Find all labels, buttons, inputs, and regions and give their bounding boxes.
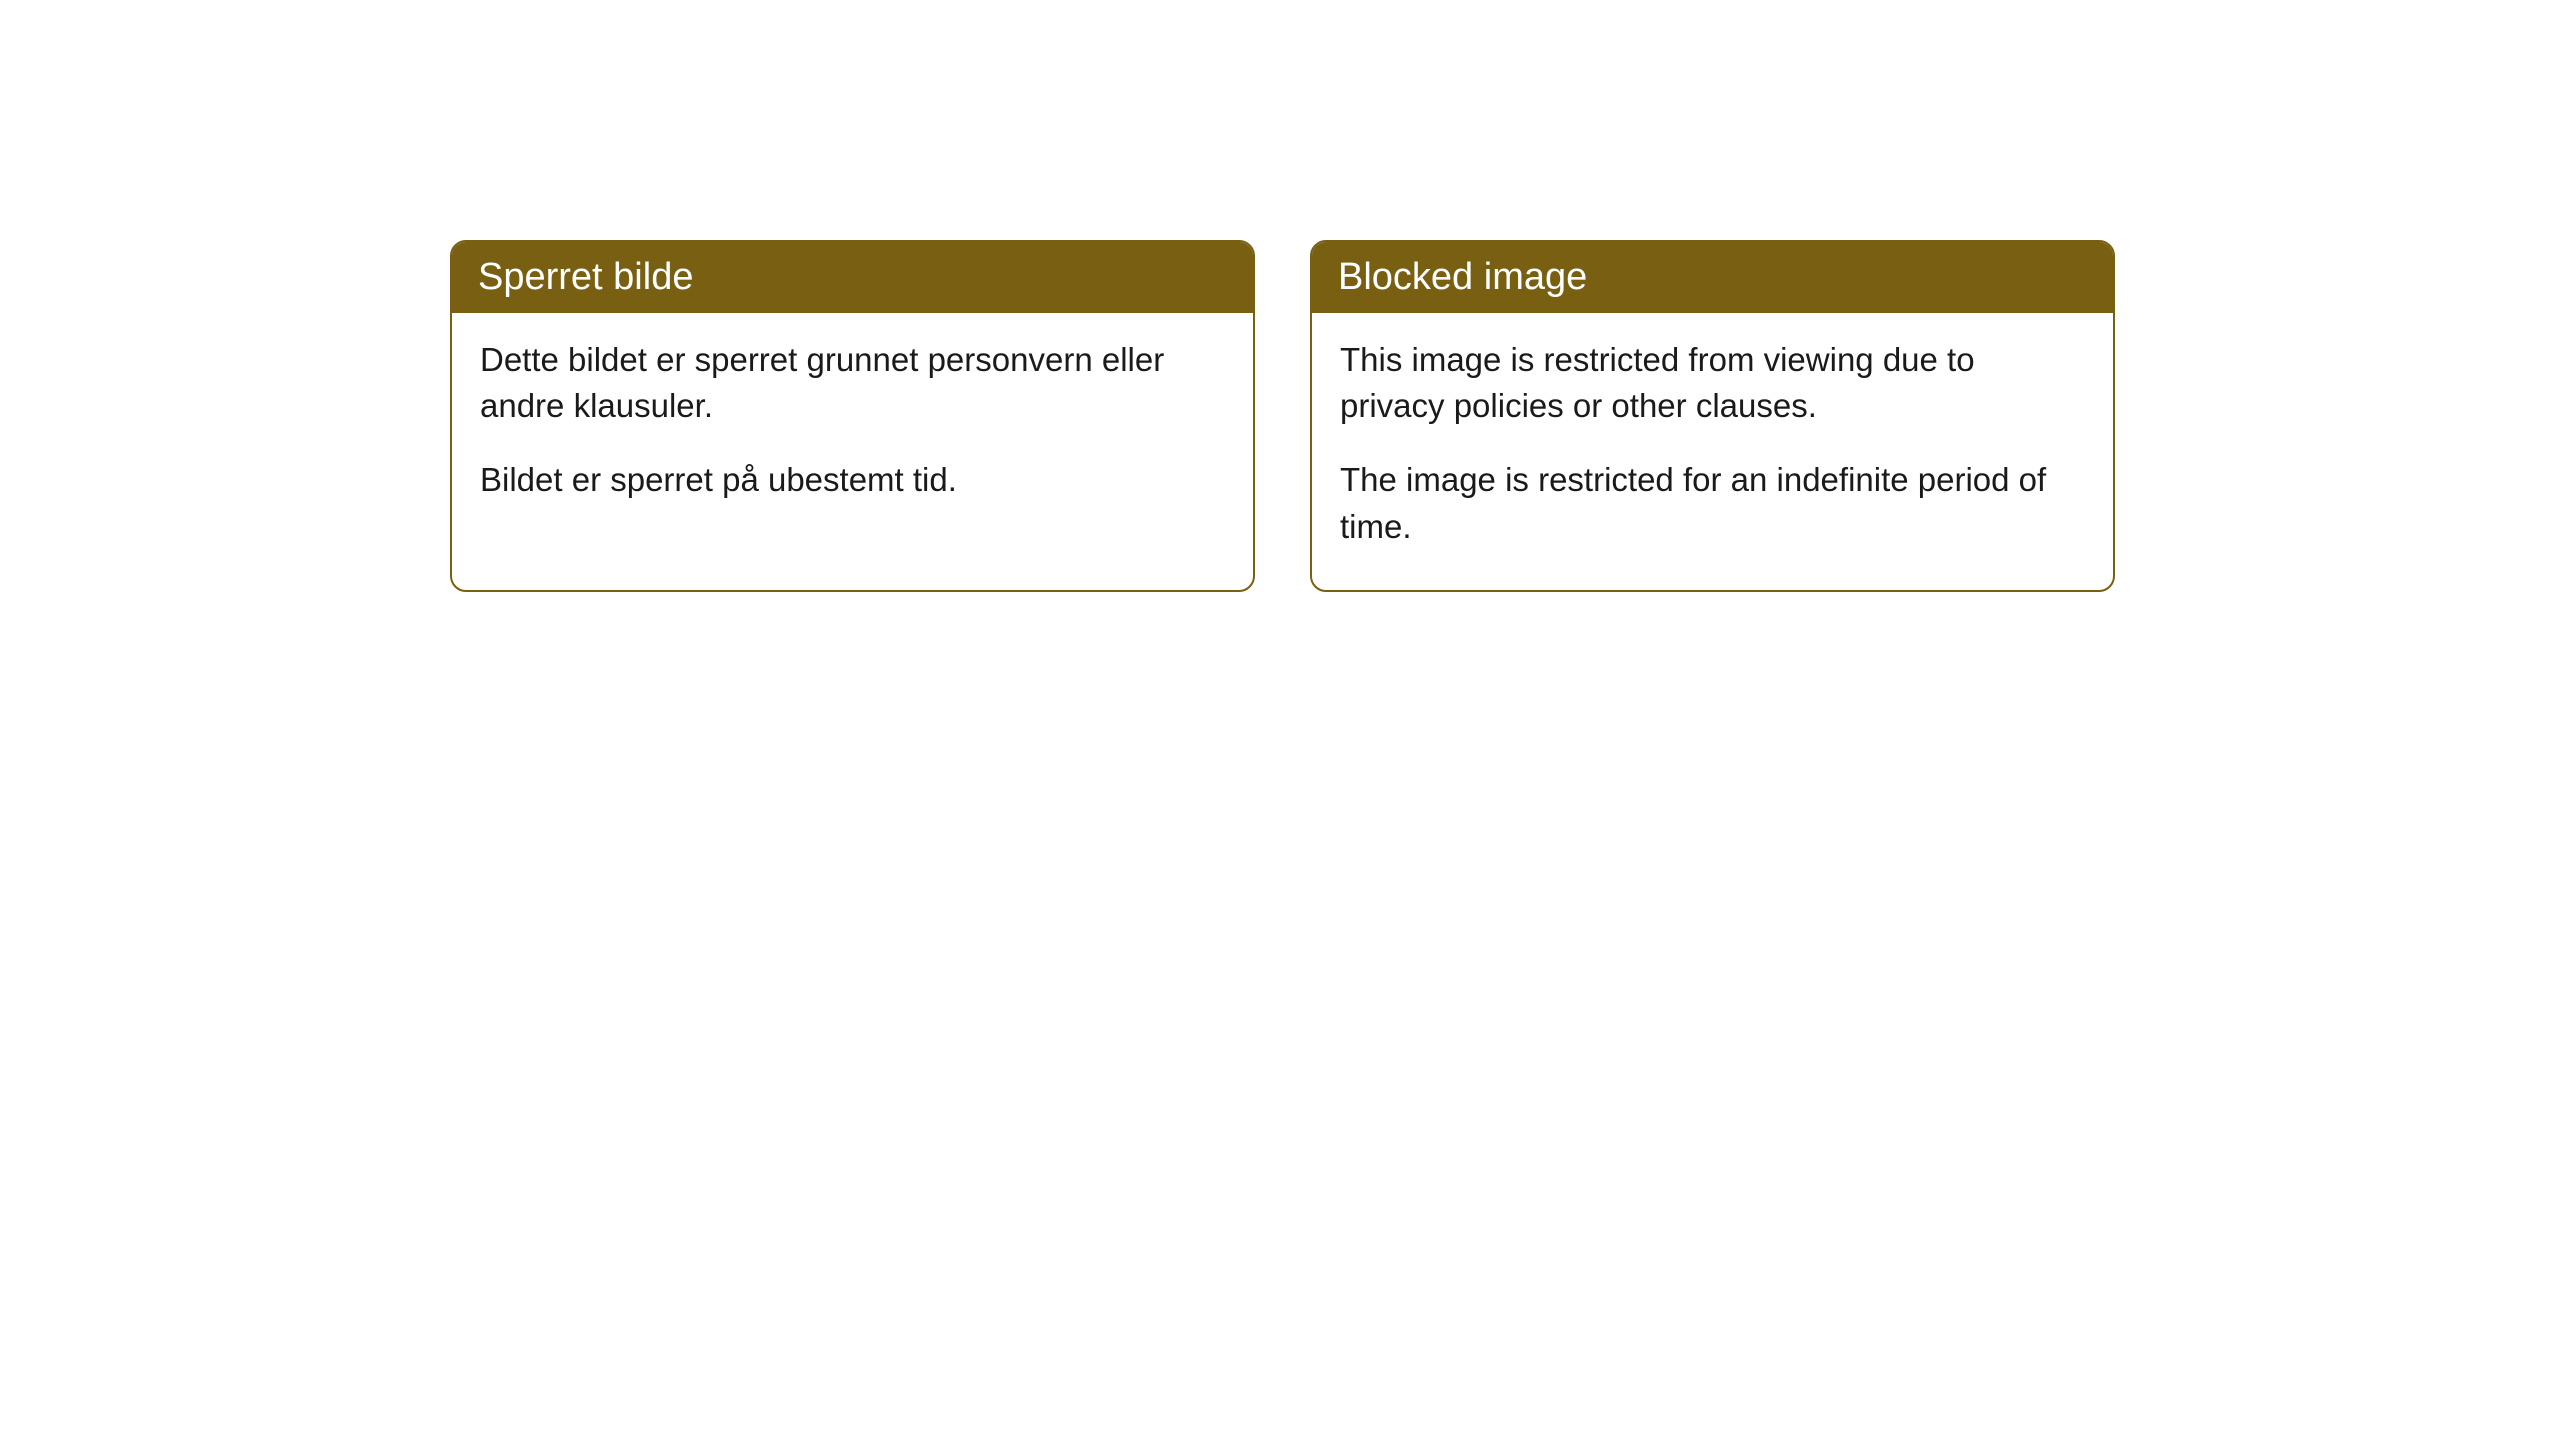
card-title: Blocked image (1338, 256, 1587, 298)
card-body: This image is restricted from viewing du… (1312, 313, 2113, 590)
card-title: Sperret bilde (478, 256, 693, 298)
card-header: Sperret bilde (452, 242, 1253, 313)
card-paragraph: This image is restricted from viewing du… (1340, 337, 2085, 429)
card-body: Dette bildet er sperret grunnet personve… (452, 313, 1253, 544)
blocked-image-card-norwegian: Sperret bilde Dette bildet er sperret gr… (450, 240, 1255, 592)
blocked-image-card-english: Blocked image This image is restricted f… (1310, 240, 2115, 592)
card-header: Blocked image (1312, 242, 2113, 313)
card-paragraph: The image is restricted for an indefinit… (1340, 457, 2085, 549)
card-paragraph: Bildet er sperret på ubestemt tid. (480, 457, 1225, 503)
card-paragraph: Dette bildet er sperret grunnet personve… (480, 337, 1225, 429)
notice-cards-container: Sperret bilde Dette bildet er sperret gr… (450, 240, 2115, 592)
